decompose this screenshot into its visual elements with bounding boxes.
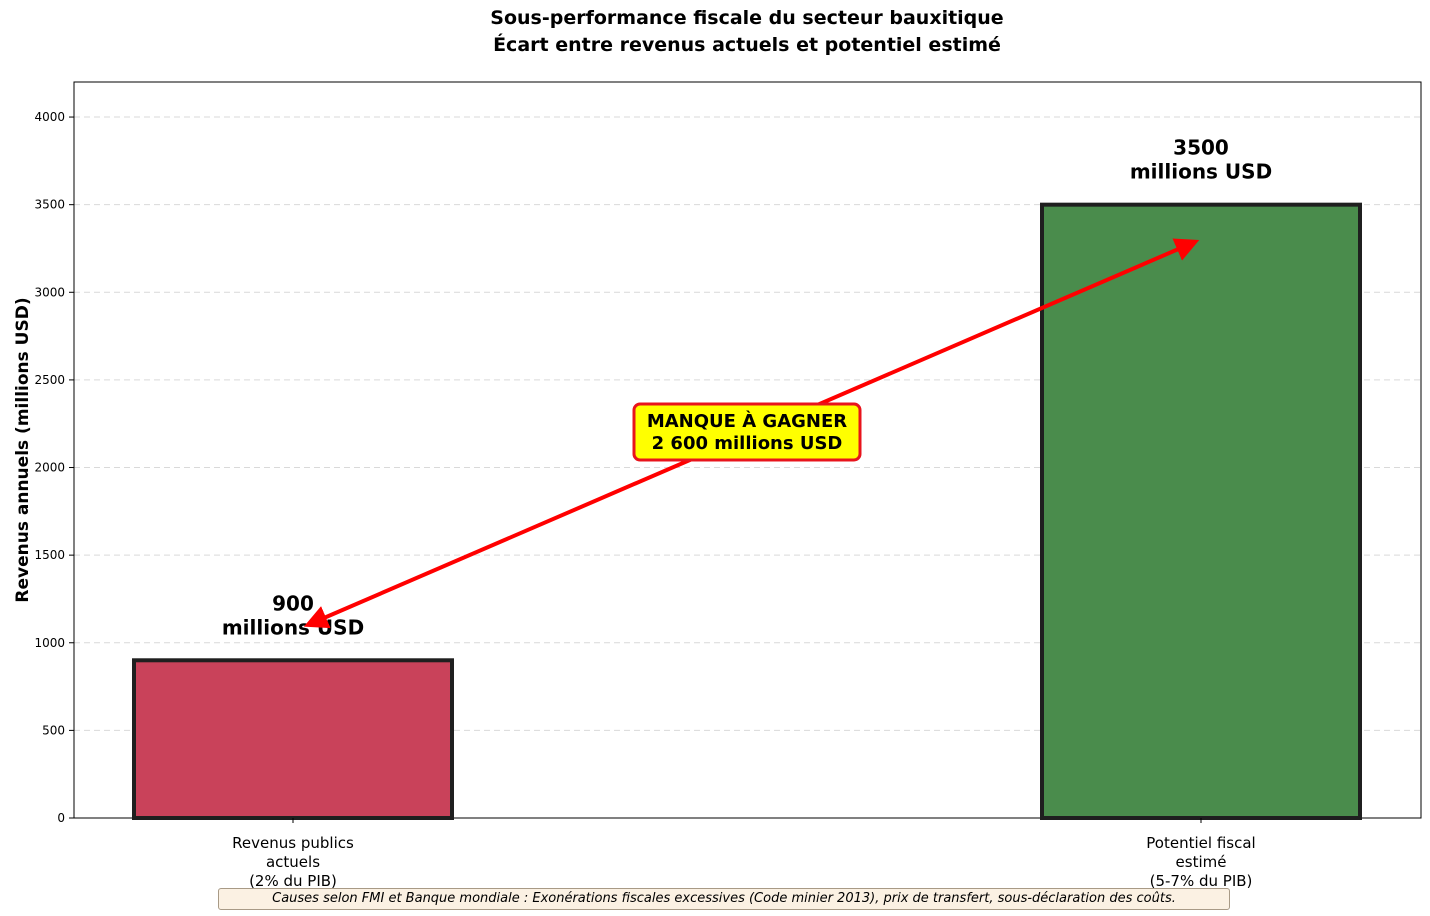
x-category-label-1: Potentiel fiscal estimé (5-7% du PIB) bbox=[1146, 834, 1255, 890]
x-category-label-0: Revenus publics actuels (2% du PIB) bbox=[232, 834, 354, 890]
y-tick-label-1: 500 bbox=[42, 723, 65, 737]
y-axis-label: Revenus annuels (millions USD) bbox=[13, 297, 33, 602]
bar-0 bbox=[132, 658, 454, 820]
y-tick-label-7: 3500 bbox=[34, 198, 65, 212]
chart-subtitle: Écart entre revenus actuels et potentiel… bbox=[493, 33, 1001, 56]
value-label-1: 3500 millions USD bbox=[1130, 136, 1272, 184]
bars bbox=[132, 202, 1362, 820]
plot-area-frame bbox=[73, 81, 1422, 819]
y-tick-label-6: 3000 bbox=[34, 285, 65, 299]
value-label-0: 900 millions USD bbox=[222, 591, 364, 639]
bar-1 bbox=[1040, 202, 1362, 820]
gap-callout: MANQUE À GAGNER 2 600 millions USD bbox=[632, 402, 862, 462]
y-tick-label-0: 0 bbox=[57, 811, 65, 825]
y-tick-label-8: 4000 bbox=[34, 110, 65, 124]
callout-text: MANQUE À GAGNER 2 600 millions USD bbox=[647, 410, 847, 454]
y-tick-label-3: 1500 bbox=[34, 548, 65, 562]
y-tick-label-5: 2500 bbox=[34, 373, 65, 387]
footnote-text: Causes selon FMI et Banque mondiale : Ex… bbox=[272, 891, 1176, 906]
footnote-box: Causes selon FMI et Banque mondiale : Ex… bbox=[218, 888, 1230, 910]
x-axis-categories: Revenus publics actuels (2% du PIB) Potenti… bbox=[232, 818, 1256, 890]
y-tick-label-2: 1000 bbox=[34, 636, 65, 650]
callout-box bbox=[632, 402, 862, 462]
y-tick-label-4: 2000 bbox=[34, 461, 65, 475]
chart-title: Sous-performance fiscale du secteur baux… bbox=[490, 7, 1003, 29]
y-axis-ticks: 0 500 1000 1500 2000 2500 3000 3500 4000 bbox=[34, 110, 74, 825]
